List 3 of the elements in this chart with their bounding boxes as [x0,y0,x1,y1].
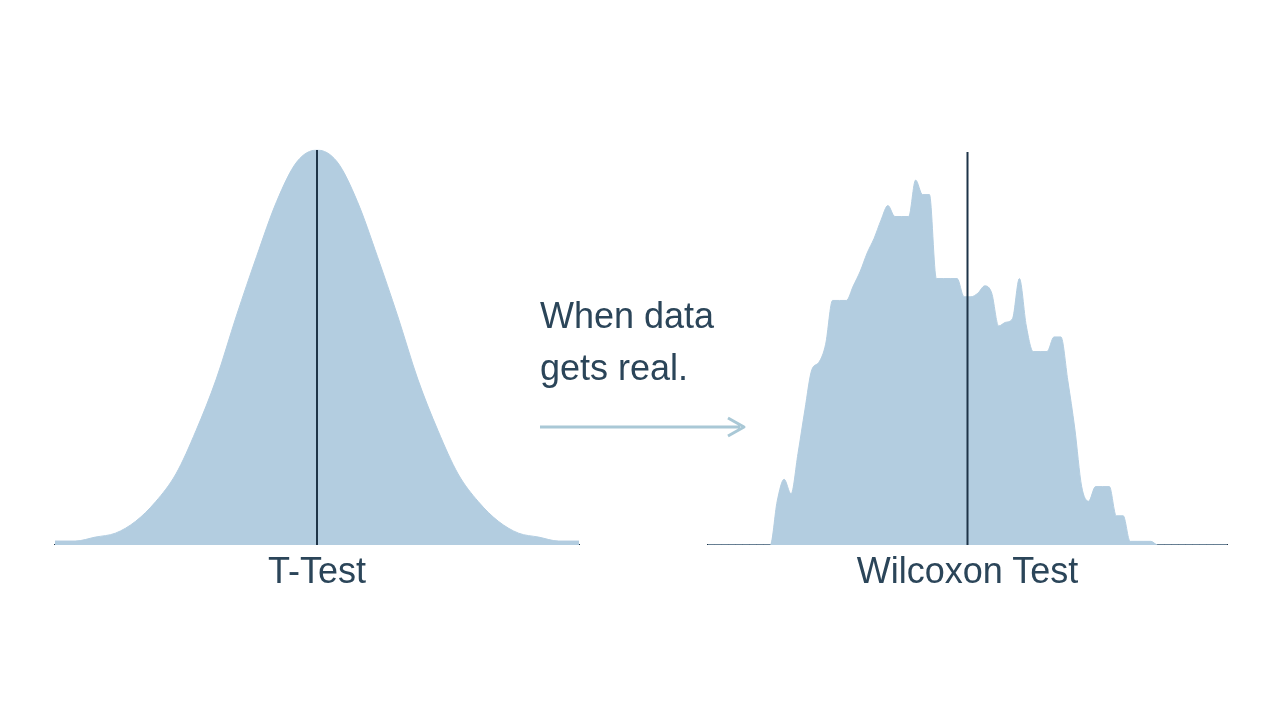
annotation: When data gets real. [540,294,716,390]
x-axis-title: Wilcoxon Test [855,550,1080,592]
x-axis-title: T-Test [267,550,367,592]
